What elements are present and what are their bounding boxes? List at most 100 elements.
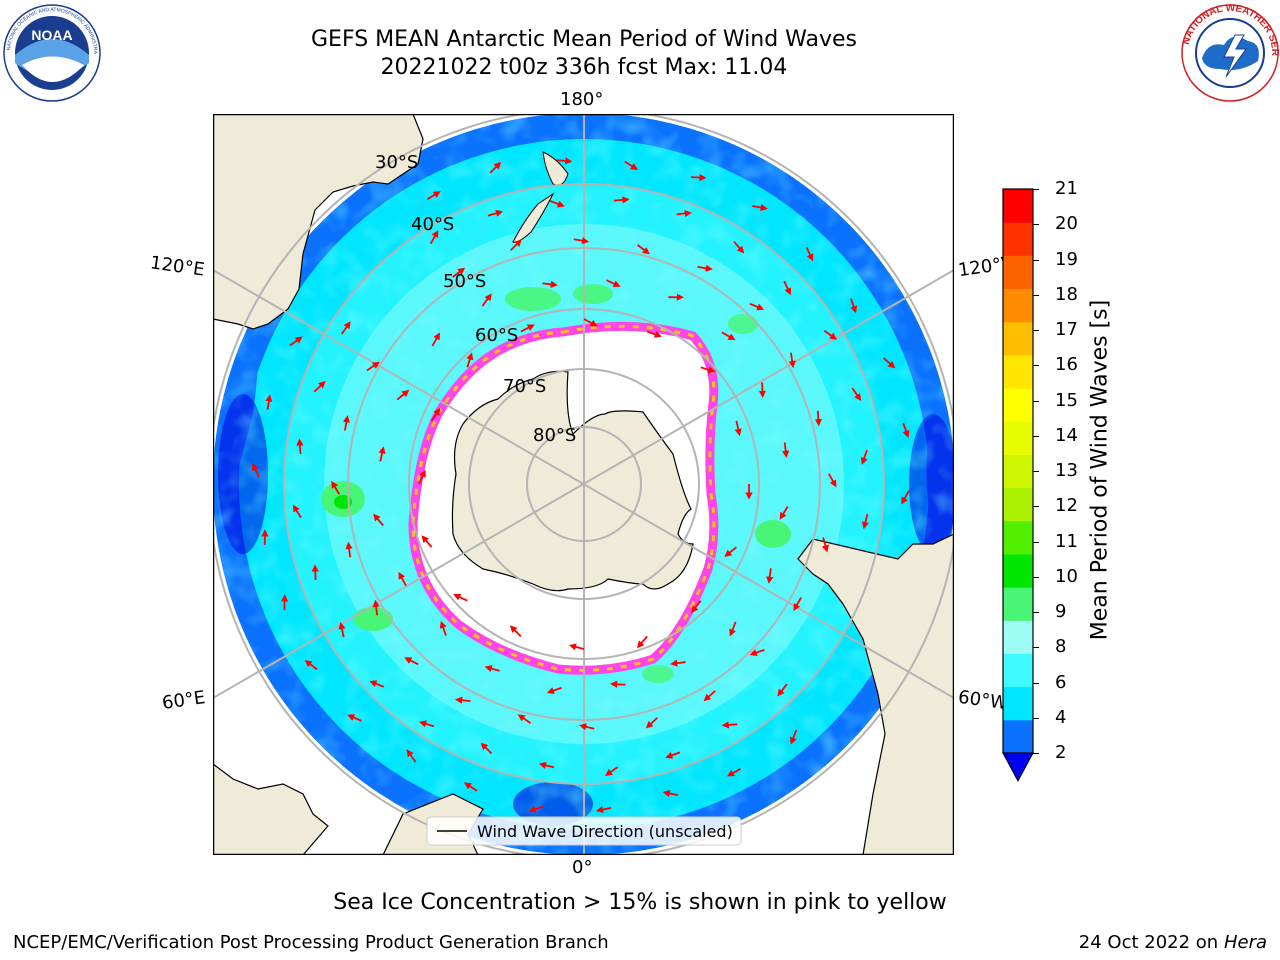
wave-direction-arrow (579, 723, 595, 731)
wave-direction-arrow (453, 593, 468, 602)
colorbar-bin (1003, 686, 1033, 721)
wave-direction-arrow (265, 394, 273, 410)
wave-direction-arrow (766, 568, 774, 584)
map-legend: Wind Wave Direction (unscaled) (426, 816, 742, 846)
lat-label-40: 40°S (411, 214, 454, 235)
colorbar-tick-label: 14 (1055, 424, 1078, 446)
wave-direction-arrow (583, 318, 598, 327)
wave-direction-arrow (697, 264, 713, 272)
svg-text:NOAA: NOAA (31, 27, 72, 43)
colorbar-tick-label: 2 (1055, 742, 1067, 763)
wave-direction-arrow (703, 690, 716, 702)
wave-direction-arrow (419, 720, 435, 728)
lon-label-top: 180° (560, 89, 604, 110)
colorbar-tick (1033, 612, 1039, 613)
colorbar-tick-label: 19 (1055, 248, 1078, 270)
wave-direction-arrow (331, 480, 340, 495)
polar-map: 30°S 40°S 50°S 60°S 70°S 80°S Wind Wave … (213, 114, 954, 855)
wave-direction-arrow (347, 714, 362, 722)
wave-direction-arrow (646, 330, 662, 338)
wave-direction-arrow (431, 332, 440, 347)
colorbar-bin (1003, 255, 1033, 290)
wave-direction-arrow (542, 280, 558, 288)
wave-direction-arrow (452, 267, 466, 278)
colorbar-tick-label: 13 (1055, 460, 1078, 481)
wave-direction-arrow (342, 415, 350, 431)
lon-label-bottom: 0° (572, 857, 593, 878)
colorbar-tick-label: 4 (1055, 706, 1067, 728)
colorbar-bin (1003, 653, 1033, 688)
lat-label-30: 30°S (375, 152, 418, 173)
wave-direction-arrow (340, 321, 351, 335)
wave-direction-arrow (662, 789, 679, 797)
colorbar-tick (1033, 294, 1039, 296)
colorbar-tick (1033, 435, 1039, 437)
sea-ice-note: Sea Ice Concentration > 15% is shown in … (333, 890, 947, 915)
wave-direction-arrow (546, 686, 562, 694)
wave-direction-arrow (573, 237, 590, 245)
wave-direction-arrow (509, 625, 522, 638)
wave-direction-arrow (345, 541, 353, 558)
wave-direction-arrow (404, 657, 419, 666)
wave-direction-arrow (793, 597, 802, 612)
colorbar-tick (1033, 753, 1039, 754)
wave-direction-arrow (311, 564, 319, 580)
wave-direction-arrow (406, 749, 417, 763)
wave-direction-arrow (721, 721, 738, 729)
wave-direction-arrow (782, 442, 790, 458)
wave-direction-arrow (487, 209, 504, 217)
lat-label-70: 70°S (503, 376, 546, 397)
wave-direction-arrow (304, 660, 318, 671)
colorbar-under-arrow (1002, 752, 1034, 783)
wave-direction-arrow (700, 366, 716, 374)
colorbar-tick (1033, 576, 1039, 578)
wave-direction-arrow (860, 449, 868, 465)
colorbar-tick-label: 6 (1055, 671, 1067, 693)
wave-direction-arrow (568, 643, 585, 651)
wave-direction-arrow (520, 324, 535, 333)
colorbar-tick-label: 10 (1055, 565, 1078, 587)
wave-direction-arrow (645, 717, 658, 729)
colorbar-tick-label: 15 (1055, 389, 1078, 411)
lat-label-50: 50°S (443, 271, 486, 292)
wave-direction-arrow (366, 361, 380, 372)
colorbar-tick-label: 16 (1055, 354, 1078, 376)
colorbar-tick (1033, 506, 1039, 508)
wave-direction-arrow (721, 331, 736, 341)
lon-label-lower-left: 60°E (160, 687, 207, 714)
colorbar-tick (1033, 647, 1039, 649)
colorbar-tick-label: 9 (1055, 601, 1067, 622)
colorbar-tick-label: 21 (1055, 178, 1078, 199)
wave-direction-arrow (369, 680, 385, 688)
wave-direction-arrow (378, 446, 386, 462)
colorbar-bin (1003, 487, 1033, 522)
legend-label: Wind Wave Direction (unscaled) (477, 822, 733, 841)
colorbar-bin (1003, 321, 1033, 356)
wave-direction-arrow (636, 244, 650, 255)
wave-direction-arrow (484, 665, 500, 673)
wave-direction-arrow (724, 546, 738, 557)
colorbar-tick (1033, 189, 1039, 190)
colorbar-tick (1033, 471, 1039, 472)
colorbar-bin (1003, 454, 1033, 489)
colorbar-bin (1003, 520, 1033, 555)
wave-direction-arrow (480, 742, 493, 755)
wind-wave-arrows (252, 157, 910, 814)
colorbar-tick-label: 8 (1055, 636, 1067, 658)
colorbar-tick (1033, 682, 1039, 684)
lat-label-80: 80°S (533, 425, 576, 446)
wave-direction-arrow (752, 203, 768, 212)
colorbar-bin (1003, 354, 1033, 389)
colorbar-bin (1003, 421, 1033, 455)
wave-direction-arrow (421, 535, 433, 548)
colorbar-bin (1003, 719, 1033, 754)
wave-direction-arrow (850, 298, 858, 314)
wave-direction-arrow (726, 768, 741, 777)
footer-host: Hera (1223, 932, 1267, 953)
wave-direction-arrow (901, 490, 910, 505)
noaa-logo: NOAA NATIONAL OCEANIC AND ATMOSPHERIC AD… (2, 3, 101, 102)
australia-land (213, 114, 424, 330)
colorbar-bin (1003, 189, 1033, 223)
colorbar (1002, 188, 1034, 783)
wave-direction-arrow (729, 621, 737, 637)
